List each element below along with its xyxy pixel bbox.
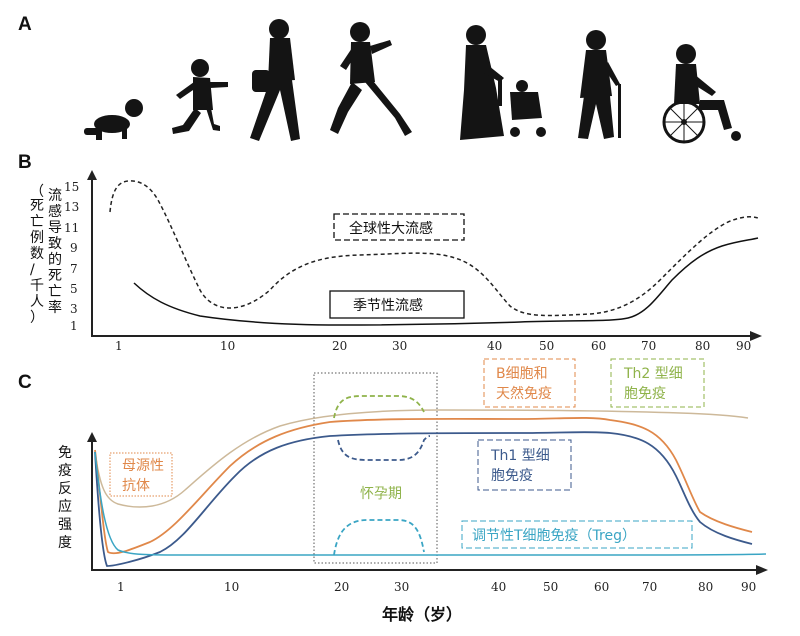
panel-c-ylabel: 免疫反应强度 xyxy=(58,445,72,551)
panel-c-x-arrow xyxy=(756,565,768,575)
bcell-innate-box xyxy=(483,358,576,408)
xtick: 50 xyxy=(539,339,554,353)
panel-a-letter: A xyxy=(18,14,32,35)
ytick: 5 xyxy=(70,282,78,296)
panel-c-xticks: 1 10 20 30 40 50 60 70 80 90 xyxy=(117,580,756,594)
xtick: 20 xyxy=(332,339,347,353)
panel-b-x-arrow xyxy=(750,331,762,341)
bcell-innate-label: B细胞和天然免疫 xyxy=(496,366,552,402)
panel-b-y-arrow xyxy=(87,170,97,180)
jogging-woman-icon xyxy=(330,22,412,136)
ytick: 11 xyxy=(64,221,79,235)
elderly-woman-cane-icon xyxy=(578,30,621,139)
treg-curve xyxy=(94,451,767,556)
panel-b-letter: B xyxy=(18,152,32,173)
wheelchair-man-icon xyxy=(662,44,741,144)
panel-c-y-arrow xyxy=(87,432,97,442)
panel-b-yticks: 15 13 11 9 7 5 3 1 xyxy=(64,180,79,333)
xtick: 40 xyxy=(487,339,502,353)
xtick: 30 xyxy=(394,580,409,594)
th2-pregnancy-bump xyxy=(333,395,425,419)
th1-box xyxy=(477,439,572,491)
panel-c-letter: C xyxy=(18,372,32,393)
xtick: 70 xyxy=(641,339,656,353)
panel-b-ylabel-col1: 流感导致的死亡率 xyxy=(48,188,62,316)
pregnant-woman-stroller-icon xyxy=(460,25,546,140)
pandemic-label: 全球性大流感 xyxy=(349,220,433,237)
crawling-baby-icon xyxy=(84,99,143,140)
xtick: 90 xyxy=(736,339,751,353)
ytick: 3 xyxy=(70,302,78,316)
seasonal-curve xyxy=(133,237,759,326)
xtick: 60 xyxy=(591,339,606,353)
pandemic-curve xyxy=(109,180,759,317)
ytick: 15 xyxy=(64,180,79,194)
xtick: 80 xyxy=(698,580,713,594)
xtick: 50 xyxy=(543,580,558,594)
panel-b-xticks: 1 10 20 30 40 50 60 70 80 90 xyxy=(115,339,751,353)
ytick: 13 xyxy=(64,200,79,214)
tan-curve xyxy=(94,409,749,508)
panel-b-axes xyxy=(91,172,755,337)
ytick: 7 xyxy=(70,262,78,276)
xtick: 60 xyxy=(594,580,609,594)
seasonal-label: 季节性流感 xyxy=(353,297,423,314)
pregnancy-label: 怀孕期 xyxy=(360,486,402,502)
maternal-antibody-box xyxy=(109,452,173,497)
xtick: 10 xyxy=(224,580,239,594)
th1-label: Th1 型细胞免疫 xyxy=(490,448,550,484)
panel-b-ylabel-col2: （死亡例数/千人） xyxy=(30,184,44,326)
panel-c-axes xyxy=(91,436,762,571)
xtick: 70 xyxy=(642,580,657,594)
maternal-antibody-text: 母源性 xyxy=(122,458,164,474)
pregnancy-window xyxy=(313,372,438,564)
treg-box xyxy=(461,520,693,549)
treg-label: 调节性T细胞免疫（Treg） xyxy=(472,528,636,544)
th2-label: Th2 型细胞免疫 xyxy=(623,366,683,402)
th1-pregnancy-dip xyxy=(337,435,431,461)
life-stage-silhouettes xyxy=(84,19,741,144)
pandemic-label-box xyxy=(333,213,465,241)
xtick: 20 xyxy=(334,580,349,594)
ytick: 9 xyxy=(70,241,78,255)
th2-box xyxy=(610,358,705,408)
xtick: 30 xyxy=(392,339,407,353)
bcell-curve xyxy=(94,417,753,555)
xtick: 1 xyxy=(115,339,123,353)
running-child-icon xyxy=(172,59,228,134)
th1-curve xyxy=(94,431,753,567)
panel-b-ylabel: 流感导致的死亡率 （死亡例数/千人） xyxy=(30,184,62,326)
xtick: 10 xyxy=(220,339,235,353)
seasonal-label-box xyxy=(329,290,465,319)
xtick: 80 xyxy=(695,339,710,353)
walking-woman-icon xyxy=(250,19,300,141)
x-axis-title: 年龄（岁） xyxy=(382,605,462,624)
xtick: 90 xyxy=(741,580,756,594)
xtick: 1 xyxy=(117,580,125,594)
treg-pregnancy-bump xyxy=(333,519,425,556)
maternal-antibody-label: 母源性 抗体 xyxy=(122,458,168,494)
ytick: 1 xyxy=(70,319,78,333)
xtick: 40 xyxy=(491,580,506,594)
